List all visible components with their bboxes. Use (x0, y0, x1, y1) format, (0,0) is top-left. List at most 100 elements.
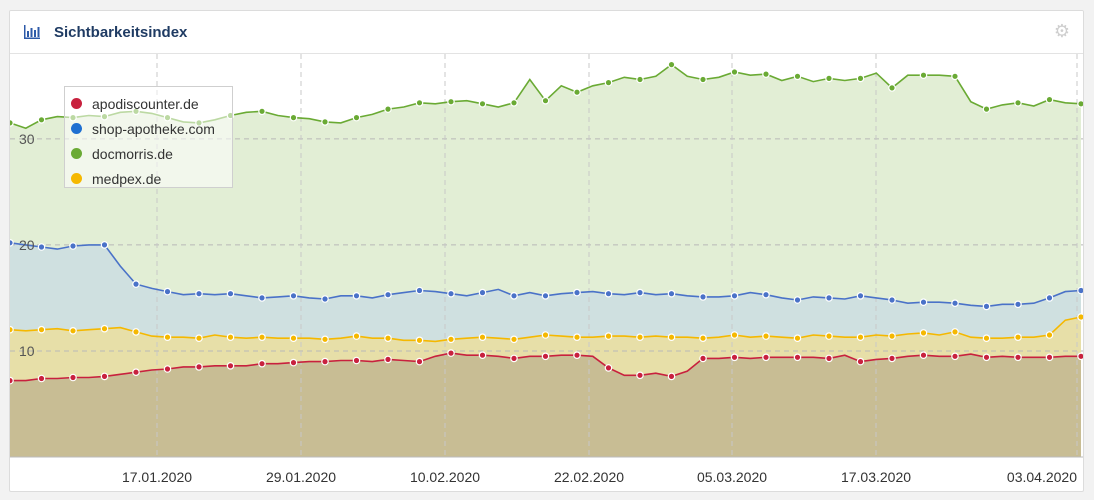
point-apodiscounter-de[interactable] (1045, 353, 1054, 362)
point-medpex-de[interactable] (447, 335, 455, 344)
point-apodiscounter-de[interactable] (289, 358, 298, 367)
point-apodiscounter-de[interactable] (10, 376, 14, 385)
point-apodiscounter-de[interactable] (132, 368, 140, 377)
point-medpex-de[interactable] (163, 333, 172, 342)
point-apodiscounter-de[interactable] (226, 361, 235, 370)
legend-item[interactable]: docmorris.de (71, 141, 232, 166)
point-apodiscounter-de[interactable] (667, 372, 676, 381)
point-shop-apotheke-com[interactable] (10, 239, 14, 247)
point-apodiscounter-de[interactable] (951, 352, 959, 361)
point-shop-apotheke-com[interactable] (321, 295, 329, 303)
point-shop-apotheke-com[interactable] (100, 241, 109, 249)
point-docmorris-de[interactable] (888, 84, 896, 92)
point-docmorris-de[interactable] (541, 96, 550, 105)
point-medpex-de[interactable] (730, 331, 739, 339)
point-docmorris-de[interactable] (478, 100, 487, 108)
point-shop-apotheke-com[interactable] (1077, 286, 1084, 295)
point-medpex-de[interactable] (856, 333, 865, 342)
point-shop-apotheke-com[interactable] (447, 289, 455, 298)
point-medpex-de[interactable] (699, 334, 707, 343)
point-shop-apotheke-com[interactable] (793, 296, 802, 304)
point-medpex-de[interactable] (132, 328, 140, 336)
point-medpex-de[interactable] (289, 334, 298, 343)
point-shop-apotheke-com[interactable] (982, 302, 991, 311)
point-medpex-de[interactable] (604, 332, 613, 340)
point-apodiscounter-de[interactable] (730, 353, 739, 362)
point-shop-apotheke-com[interactable] (541, 291, 550, 300)
point-apodiscounter-de[interactable] (699, 354, 707, 363)
point-docmorris-de[interactable] (573, 88, 581, 97)
point-apodiscounter-de[interactable] (69, 373, 77, 382)
point-medpex-de[interactable] (195, 334, 203, 343)
point-shop-apotheke-com[interactable] (951, 299, 959, 308)
point-medpex-de[interactable] (1077, 313, 1084, 321)
point-docmorris-de[interactable] (415, 99, 424, 107)
point-apodiscounter-de[interactable] (478, 351, 487, 360)
point-medpex-de[interactable] (226, 333, 235, 342)
point-docmorris-de[interactable] (384, 105, 392, 113)
point-shop-apotheke-com[interactable] (384, 290, 392, 299)
point-apodiscounter-de[interactable] (541, 352, 550, 361)
point-shop-apotheke-com[interactable] (888, 296, 896, 304)
point-shop-apotheke-com[interactable] (667, 289, 676, 298)
point-medpex-de[interactable] (667, 333, 676, 342)
point-medpex-de[interactable] (1014, 333, 1022, 342)
point-apodiscounter-de[interactable] (258, 359, 266, 368)
point-shop-apotheke-com[interactable] (195, 289, 203, 298)
point-apodiscounter-de[interactable] (762, 353, 770, 362)
point-docmorris-de[interactable] (919, 71, 928, 79)
point-medpex-de[interactable] (1045, 331, 1054, 339)
point-medpex-de[interactable] (982, 334, 991, 343)
point-docmorris-de[interactable] (510, 99, 518, 107)
point-shop-apotheke-com[interactable] (604, 289, 613, 298)
gear-icon[interactable]: ⚙ (1053, 21, 1071, 41)
point-apodiscounter-de[interactable] (100, 372, 109, 381)
point-apodiscounter-de[interactable] (793, 353, 802, 362)
point-apodiscounter-de[interactable] (195, 363, 203, 371)
point-shop-apotheke-com[interactable] (37, 243, 46, 251)
point-apodiscounter-de[interactable] (415, 357, 424, 366)
point-docmorris-de[interactable] (10, 119, 14, 127)
legend-item[interactable]: medpex.de (71, 166, 232, 191)
point-medpex-de[interactable] (352, 332, 361, 340)
point-shop-apotheke-com[interactable] (289, 291, 298, 300)
point-shop-apotheke-com[interactable] (573, 288, 581, 297)
point-docmorris-de[interactable] (37, 116, 46, 124)
point-shop-apotheke-com[interactable] (258, 294, 266, 302)
point-medpex-de[interactable] (888, 332, 896, 340)
point-docmorris-de[interactable] (699, 75, 707, 84)
point-medpex-de[interactable] (825, 332, 833, 340)
point-medpex-de[interactable] (321, 335, 329, 344)
point-docmorris-de[interactable] (604, 78, 613, 87)
point-shop-apotheke-com[interactable] (1045, 294, 1054, 302)
point-docmorris-de[interactable] (825, 74, 833, 83)
point-docmorris-de[interactable] (352, 113, 361, 122)
point-apodiscounter-de[interactable] (321, 357, 329, 366)
point-medpex-de[interactable] (573, 333, 581, 342)
point-medpex-de[interactable] (258, 333, 266, 342)
point-apodiscounter-de[interactable] (37, 374, 46, 383)
point-apodiscounter-de[interactable] (636, 371, 644, 380)
point-docmorris-de[interactable] (321, 118, 329, 126)
point-medpex-de[interactable] (100, 324, 109, 333)
point-medpex-de[interactable] (510, 335, 518, 344)
point-apodiscounter-de[interactable] (919, 351, 928, 360)
point-apodiscounter-de[interactable] (982, 353, 991, 362)
point-apodiscounter-de[interactable] (573, 351, 581, 360)
point-apodiscounter-de[interactable] (1014, 353, 1022, 362)
point-docmorris-de[interactable] (856, 74, 865, 83)
point-docmorris-de[interactable] (793, 72, 802, 81)
legend-item[interactable]: apodiscounter.de (71, 91, 232, 116)
point-medpex-de[interactable] (415, 336, 424, 345)
point-docmorris-de[interactable] (1045, 95, 1054, 104)
point-docmorris-de[interactable] (447, 97, 455, 106)
point-medpex-de[interactable] (951, 328, 959, 336)
point-medpex-de[interactable] (636, 333, 644, 342)
point-medpex-de[interactable] (762, 332, 770, 340)
point-shop-apotheke-com[interactable] (226, 289, 235, 298)
point-apodiscounter-de[interactable] (604, 364, 613, 372)
legend-item[interactable]: shop-apotheke.com (71, 116, 232, 141)
point-shop-apotheke-com[interactable] (699, 293, 707, 301)
point-apodiscounter-de[interactable] (163, 365, 172, 373)
point-shop-apotheke-com[interactable] (510, 291, 518, 300)
